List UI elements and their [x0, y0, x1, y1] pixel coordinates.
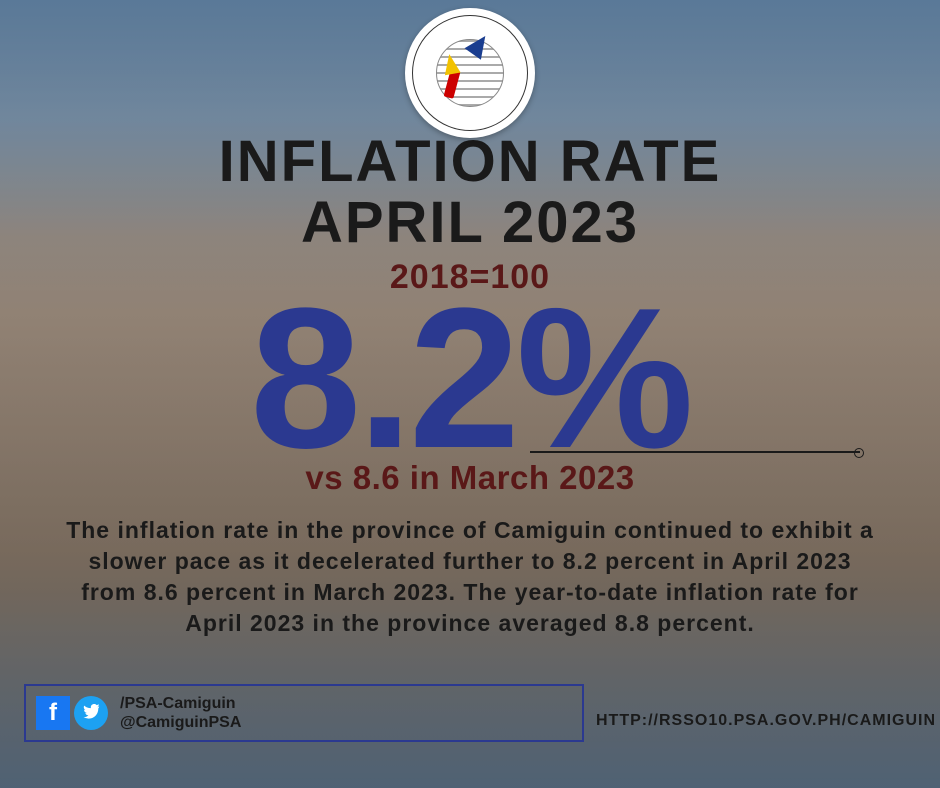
facebook-icon[interactable]: f — [36, 696, 70, 730]
title-line-2: APRIL 2023 — [219, 193, 722, 254]
infographic: INFLATION RATE APRIL 2023 2018=100 8.2% … — [0, 0, 940, 788]
twitter-icon[interactable] — [74, 696, 108, 730]
divider-line — [530, 451, 860, 453]
divider-wrap — [80, 451, 860, 453]
facebook-handle: /PSA-Camiguin — [120, 694, 241, 713]
psa-logo — [405, 8, 535, 138]
website-url[interactable]: HTTP://RSSO10.PSA.GOV.PH/CAMIGUIN — [596, 712, 936, 730]
footer-box: f /PSA-Camiguin @CamiguinPSA — [24, 684, 584, 742]
comparison-text: vs 8.6 in March 2023 — [305, 459, 634, 497]
inflation-rate-value: 8.2% — [250, 289, 690, 469]
twitter-handle: @CamiguinPSA — [120, 713, 241, 732]
social-icons: f — [36, 696, 108, 730]
twitter-bird-icon — [82, 704, 100, 722]
title-line-1: INFLATION RATE — [219, 132, 722, 193]
page-title: INFLATION RATE APRIL 2023 — [219, 132, 722, 254]
arrow-yellow-icon — [441, 53, 460, 75]
body-paragraph: The inflation rate in the province of Ca… — [60, 515, 880, 639]
social-handles: /PSA-Camiguin @CamiguinPSA — [120, 694, 241, 732]
